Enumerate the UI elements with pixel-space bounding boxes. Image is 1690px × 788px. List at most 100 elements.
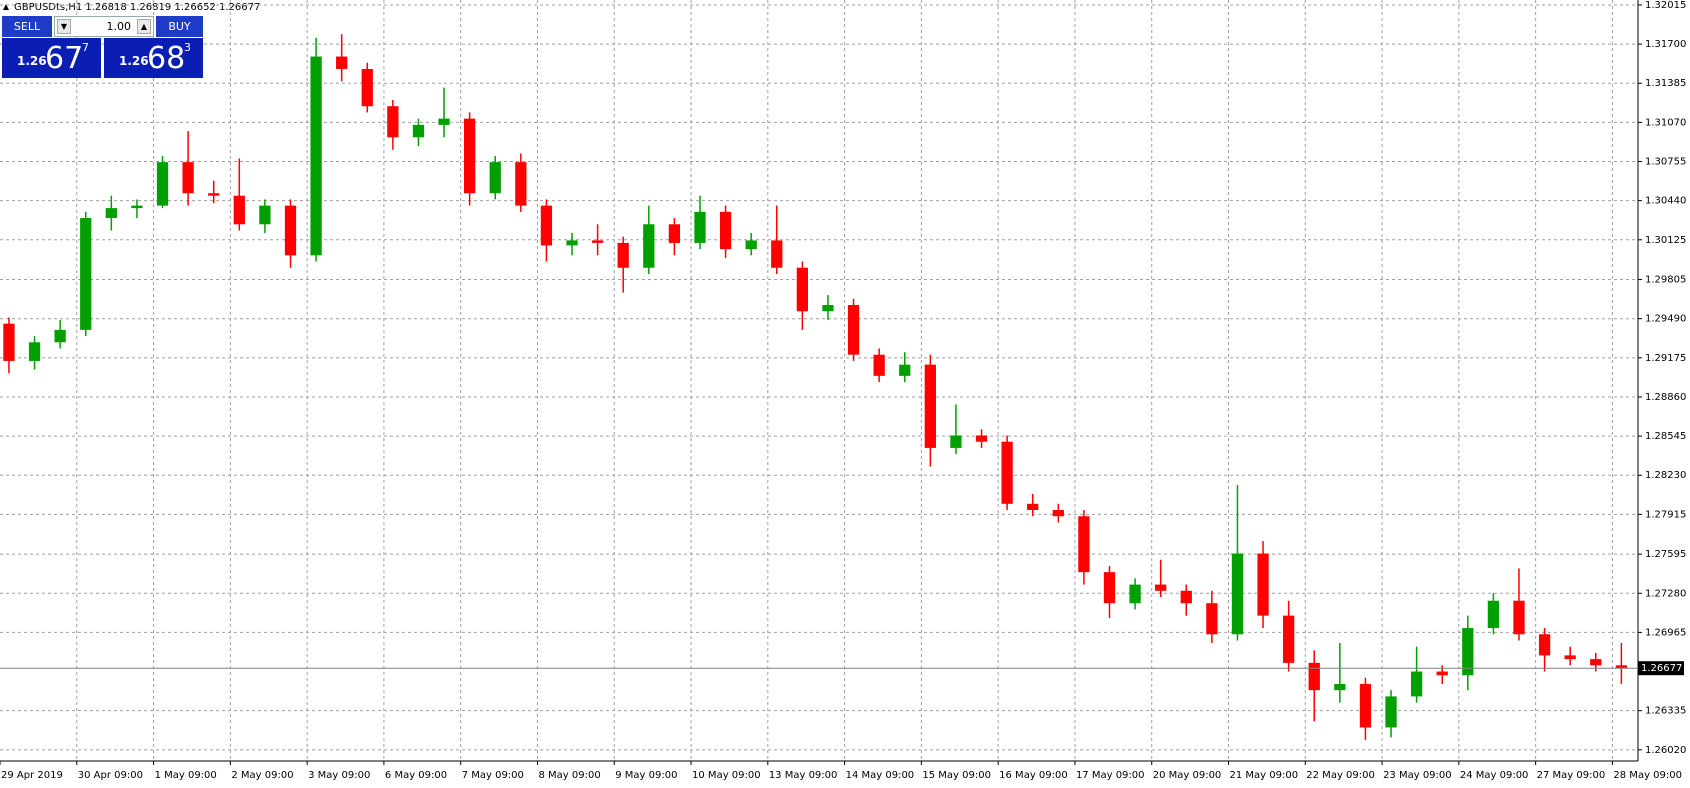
candle-body bbox=[1257, 553, 1269, 616]
y-tick-label: 1.30440 bbox=[1645, 196, 1686, 207]
x-tick-label: 14 May 09:00 bbox=[846, 770, 915, 781]
collapse-icon[interactable] bbox=[3, 4, 9, 10]
candle-body bbox=[771, 240, 783, 268]
bid-quote[interactable]: 1.26 67 7 bbox=[2, 38, 101, 78]
candle-body bbox=[515, 162, 527, 206]
y-tick-label: 1.29805 bbox=[1645, 275, 1686, 286]
candle-body bbox=[438, 118, 450, 125]
current-price-label: 1.26677 bbox=[1641, 663, 1682, 674]
ask-quote[interactable]: 1.26 68 3 bbox=[104, 38, 203, 78]
candle-body bbox=[1078, 516, 1090, 573]
x-tick-label: 23 May 09:00 bbox=[1383, 770, 1452, 781]
candle-body bbox=[1615, 665, 1627, 669]
y-tick-label: 1.30755 bbox=[1645, 157, 1686, 168]
candle-body bbox=[412, 124, 425, 138]
y-tick-label: 1.27595 bbox=[1645, 549, 1686, 560]
candle-body bbox=[1564, 655, 1576, 660]
candle-body bbox=[1538, 634, 1551, 656]
candle-body bbox=[1052, 510, 1064, 517]
ask-big: 68 bbox=[147, 41, 186, 76]
candle-body bbox=[540, 205, 553, 246]
bid-big: 67 bbox=[45, 41, 84, 76]
candle-body bbox=[822, 305, 834, 312]
x-tick-label: 2 May 09:00 bbox=[231, 770, 293, 781]
candle-body bbox=[1359, 683, 1372, 728]
ask-pip: 3 bbox=[184, 41, 191, 54]
x-tick-label: 3 May 09:00 bbox=[308, 770, 370, 781]
candle-body bbox=[1513, 600, 1525, 635]
x-tick-label: 9 May 09:00 bbox=[615, 770, 677, 781]
candle-body bbox=[489, 162, 501, 194]
x-tick-label: 20 May 09:00 bbox=[1153, 770, 1222, 781]
candle-body bbox=[310, 56, 322, 256]
current-price-box bbox=[1638, 661, 1684, 676]
x-tick-label: 28 May 09:00 bbox=[1613, 770, 1682, 781]
candle-body bbox=[796, 267, 808, 312]
candle-body bbox=[1487, 600, 1500, 629]
candle-body bbox=[1462, 628, 1474, 676]
candle-body bbox=[208, 193, 220, 196]
candle-body bbox=[1283, 615, 1295, 663]
buy-button[interactable]: BUY bbox=[156, 16, 203, 37]
chart-title: GBPUSDts,H1 1.26818 1.26819 1.26652 1.26… bbox=[14, 2, 260, 13]
y-tick-label: 1.29175 bbox=[1645, 353, 1686, 364]
candle-body bbox=[1129, 584, 1141, 604]
x-tick-label: 7 May 09:00 bbox=[462, 770, 524, 781]
x-tick-label: 8 May 09:00 bbox=[538, 770, 600, 781]
ask-small: 1.26 bbox=[119, 54, 149, 68]
candle-body bbox=[1001, 441, 1013, 504]
y-tick-label: 1.31700 bbox=[1645, 39, 1686, 50]
candle-body bbox=[80, 218, 92, 330]
candle-body bbox=[643, 224, 655, 268]
candle-body bbox=[668, 224, 681, 243]
lot-up[interactable]: ▲ bbox=[137, 19, 151, 34]
sell-button[interactable]: SELL bbox=[2, 16, 52, 37]
candle-body bbox=[54, 329, 66, 343]
candle-body bbox=[847, 305, 860, 355]
bid-pip: 7 bbox=[82, 41, 89, 54]
candle-body bbox=[1590, 659, 1602, 666]
y-tick-label: 1.30125 bbox=[1645, 235, 1686, 246]
x-tick-label: 22 May 09:00 bbox=[1306, 770, 1375, 781]
lot-value: 1.00 bbox=[106, 20, 132, 33]
candle-body bbox=[566, 240, 578, 246]
candle-body bbox=[464, 118, 476, 194]
y-tick-label: 1.26335 bbox=[1645, 706, 1686, 717]
candle-body bbox=[1385, 696, 1397, 728]
candle-body bbox=[1206, 603, 1218, 635]
candle-body bbox=[1155, 584, 1167, 591]
trade-panel: SELL ▼ 1.00 ▲ BUY 1.26 67 7 1.26 68 3 bbox=[2, 16, 203, 78]
x-tick-label: 21 May 09:00 bbox=[1230, 770, 1299, 781]
y-tick-label: 1.31070 bbox=[1645, 117, 1686, 128]
candle-body bbox=[233, 195, 245, 225]
candle-body bbox=[924, 364, 936, 448]
candle-body bbox=[873, 354, 885, 376]
candle-body bbox=[3, 323, 15, 361]
candle-body bbox=[719, 211, 732, 250]
candle-body bbox=[950, 435, 962, 448]
candle-body bbox=[1027, 503, 1039, 511]
lot-input[interactable]: ▼ 1.00 ▲ bbox=[54, 16, 154, 37]
candle-body bbox=[336, 56, 348, 69]
candle-body bbox=[1103, 572, 1116, 604]
y-tick-label: 1.28230 bbox=[1645, 470, 1686, 481]
y-tick-label: 1.28545 bbox=[1645, 431, 1686, 442]
y-tick-label: 1.32015 bbox=[1645, 0, 1686, 11]
x-tick-label: 24 May 09:00 bbox=[1460, 770, 1529, 781]
y-tick-label: 1.26965 bbox=[1645, 627, 1686, 638]
candle-body bbox=[899, 364, 911, 376]
x-tick-label: 17 May 09:00 bbox=[1076, 770, 1145, 781]
x-tick-label: 16 May 09:00 bbox=[999, 770, 1068, 781]
lot-down[interactable]: ▼ bbox=[57, 19, 71, 34]
candle-body bbox=[284, 205, 297, 256]
candle-body bbox=[156, 162, 169, 206]
y-tick-label: 1.26020 bbox=[1645, 745, 1686, 756]
candle-body bbox=[617, 242, 629, 268]
y-tick-label: 1.28860 bbox=[1645, 392, 1686, 403]
candle-body bbox=[694, 211, 706, 243]
x-tick-label: 6 May 09:00 bbox=[385, 770, 447, 781]
x-tick-label: 27 May 09:00 bbox=[1537, 770, 1606, 781]
candle-body bbox=[387, 106, 399, 138]
